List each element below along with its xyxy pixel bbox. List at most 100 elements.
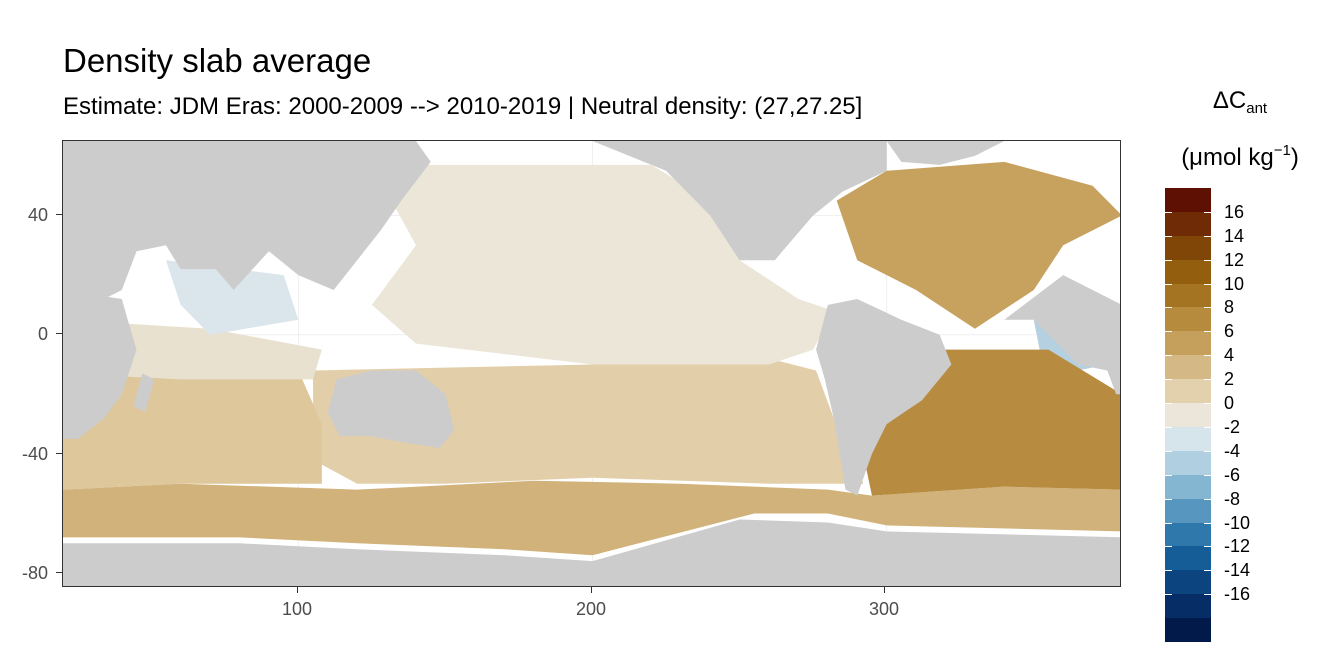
legend-swatch (1165, 618, 1211, 643)
legend-label: 16 (1224, 201, 1245, 222)
legend-tick (1165, 283, 1172, 285)
legend-tick (1165, 594, 1172, 596)
legend-tick (1204, 498, 1211, 500)
legend-swatch (1165, 379, 1211, 404)
legend-swatch (1165, 474, 1211, 500)
legend-tick (1165, 331, 1172, 333)
map-panel (62, 140, 1121, 587)
ocean-fill (63, 161, 1120, 556)
australia-landmass (327, 370, 455, 448)
africa-east-landmass (1004, 275, 1120, 395)
legend-label: 12 (1224, 249, 1245, 270)
legend-tick (1204, 379, 1211, 381)
y-tick-mark (56, 214, 62, 216)
legend-tick (1204, 522, 1211, 524)
africa-landmass (63, 290, 137, 439)
antarctica-landmass (63, 519, 1120, 586)
legend-tick (1204, 403, 1211, 405)
legend-title-line1: ΔCant (1212, 87, 1268, 117)
legend-title: ΔCant (μmol kg−1) (1160, 86, 1320, 173)
legend-label: -8 (1224, 488, 1241, 509)
north-atlantic-region (836, 161, 1120, 329)
legend-tick (1204, 259, 1211, 261)
legend-label: 14 (1224, 225, 1245, 246)
legend-tick (1165, 426, 1172, 428)
legend-tick (1165, 498, 1172, 500)
map-title: Density slab average (63, 42, 372, 79)
y-tick-label: 40 (27, 205, 48, 225)
legend-tick (1165, 474, 1172, 476)
legend-label: 8 (1224, 297, 1235, 318)
legend-colorbar (1165, 188, 1211, 643)
legend-tick (1165, 546, 1172, 548)
legend-tick (1165, 379, 1172, 381)
madagascar-landmass (133, 373, 155, 413)
legend-label: 0 (1224, 393, 1235, 414)
y-tick-mark (56, 333, 62, 335)
legend-tick (1204, 211, 1211, 213)
x-tick-label: 200 (575, 599, 607, 619)
legend-tick (1165, 403, 1172, 405)
legend-swatch (1165, 570, 1211, 595)
legend-swatch (1165, 450, 1211, 476)
legend-tick (1204, 283, 1211, 285)
legend-label: -4 (1224, 440, 1241, 461)
legend-tick (1204, 235, 1211, 237)
legend-tick (1165, 307, 1172, 309)
legend-swatch (1165, 331, 1211, 356)
indian-ocean-region (63, 358, 322, 490)
legend-title-line2: (μmol kg−1) (1181, 142, 1299, 171)
legend-tick (1204, 355, 1211, 357)
legend-swatch (1165, 259, 1211, 285)
north-indian-region (165, 260, 299, 335)
legend-swatch (1165, 211, 1211, 237)
legend-label: -14 (1224, 560, 1251, 581)
y-tick-mark (56, 572, 62, 574)
y-tick-label: -80 (21, 563, 48, 583)
legend-tick (1165, 355, 1172, 357)
legend-label: 6 (1224, 321, 1235, 342)
legend-swatch (1165, 498, 1211, 524)
x-tick-mark (297, 587, 299, 593)
legend-tick (1204, 331, 1211, 333)
legend-tick (1165, 522, 1172, 524)
x-tick-label: 100 (281, 599, 313, 619)
legend-label: -6 (1224, 464, 1241, 485)
x-tick-mark (884, 587, 886, 593)
legend-swatch (1165, 188, 1211, 213)
legend-tick (1165, 211, 1172, 213)
legend-label: -12 (1224, 536, 1251, 557)
legend-label: -10 (1224, 512, 1251, 533)
map-subtitle: Estimate: JDM Eras: 2000-2009 --> 2010-2… (63, 93, 863, 120)
legend-tick (1204, 570, 1211, 572)
legend-tick (1204, 307, 1211, 309)
legend-tick (1204, 450, 1211, 452)
legend-swatch (1165, 307, 1211, 332)
legend-label: -2 (1224, 416, 1241, 437)
legend-swatch (1165, 283, 1211, 308)
x-tick-mark (591, 587, 593, 593)
x-tick-label: 300 (868, 599, 900, 619)
legend-label: 10 (1224, 273, 1245, 294)
legend-swatch (1165, 522, 1211, 547)
south-america-landmass (816, 298, 952, 496)
legend-tick (1165, 259, 1172, 261)
land (63, 141, 1120, 586)
eurasia-landmass (63, 141, 431, 305)
y-tick-label: -40 (21, 444, 48, 464)
south-pacific-region (313, 358, 864, 484)
legend-label: 4 (1224, 345, 1235, 366)
legend-tick (1204, 546, 1211, 548)
legend-tick (1204, 426, 1211, 428)
north-america-landmass (592, 141, 887, 261)
legend-tick (1165, 450, 1172, 452)
legend-tick (1165, 235, 1172, 237)
legend-swatch (1165, 426, 1211, 452)
y-tick-label: 0 (37, 324, 48, 344)
legend-tick (1204, 594, 1211, 596)
legend-label: -16 (1224, 584, 1251, 605)
legend-swatch (1165, 403, 1211, 428)
legend-swatch (1165, 355, 1211, 380)
legend-swatch (1165, 594, 1211, 619)
legend-swatch (1165, 235, 1211, 261)
